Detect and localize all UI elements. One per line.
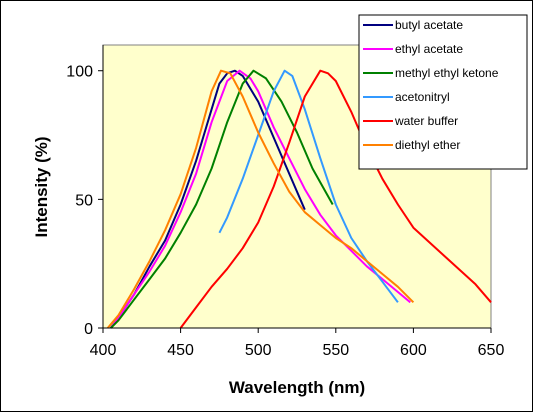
series-line-water-buffer (179, 69, 492, 329)
legend-box (358, 14, 528, 170)
legend-label-diethyl-ether: diethyl ether (395, 138, 460, 152)
y-tick-label: 50 (75, 192, 93, 209)
series-line-diethyl-ether (106, 69, 415, 329)
legend-label-water-buffer: water buffer (394, 114, 458, 128)
series-line-methyl-ethyl-ketone (110, 69, 334, 329)
legend: butyl acetate ethyl acetate methyl ethyl k… (358, 14, 528, 170)
y-axis-title: Intensity (%) (32, 136, 51, 237)
x-tick-label: 500 (245, 342, 272, 359)
series-line-butyl-acetate (109, 69, 306, 329)
x-tick-label: 550 (322, 342, 349, 359)
series-line-ethyl-acetate (109, 69, 411, 329)
y-tick-label: 0 (84, 321, 93, 338)
legend-label-methyl-ethyl-ketone: methyl ethyl ketone (395, 66, 499, 80)
legend-label-butyl-acetate: butyl acetate (395, 18, 463, 32)
y-tick-label: 100 (66, 64, 93, 81)
legend-label-ethyl-acetate: ethyl acetate (395, 42, 463, 56)
legend-label-acetonitryl: acetonitryl (395, 90, 450, 104)
x-axis-title: Wavelength (nm) (229, 378, 365, 397)
x-tick-label: 400 (90, 342, 117, 359)
series-line-acetonitryl (218, 69, 399, 303)
x-tick-label: 650 (478, 342, 505, 359)
x-tick-label: 450 (167, 342, 194, 359)
x-tick-label: 600 (400, 342, 427, 359)
